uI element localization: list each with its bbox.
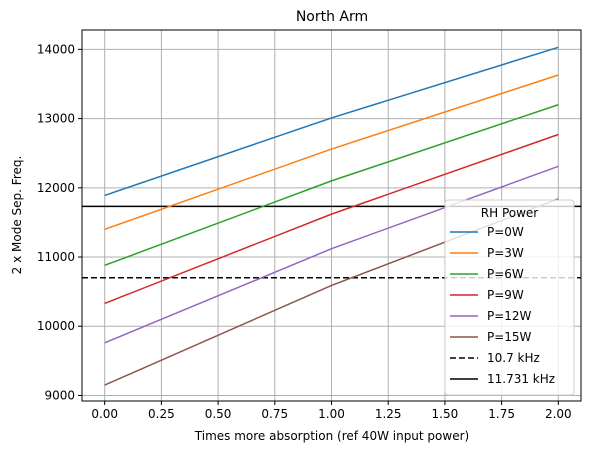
series-line: [104, 74, 559, 231]
legend: RH Power P=0W P=3W P=6W P=9W P=12W P=15W 10.7 k…: [444, 199, 575, 396]
y-axis-ticks: 9000 10000 11000 12000 13000 14000: [37, 42, 82, 402]
y-tick-label: 10000: [37, 319, 75, 333]
x-tick-label: 0.00: [91, 407, 118, 421]
x-tick-label: 1.25: [375, 407, 402, 421]
legend-label: P=3W: [487, 246, 524, 260]
x-tick-label: 0.25: [148, 407, 175, 421]
legend-label: 10.7 kHz: [487, 351, 540, 365]
legend-label: P=9W: [487, 288, 524, 302]
y-axis-label: 2 x Mode Sep. Freq.: [10, 156, 24, 275]
y-tick-label: 9000: [44, 388, 75, 402]
x-tick-label: 0.75: [261, 407, 288, 421]
x-tick-label: 2.00: [545, 407, 572, 421]
series-line: [104, 46, 559, 197]
series-line: [104, 104, 559, 267]
series-line: [104, 133, 559, 305]
series-line: [104, 165, 559, 344]
series-lines: [104, 46, 559, 386]
y-tick-label: 13000: [37, 112, 75, 126]
y-tick-label: 12000: [37, 181, 75, 195]
x-axis-ticks: 0.00 0.25 0.50 0.75 1.00 1.25 1.50 1.75 2.00: [91, 401, 572, 421]
x-axis-label: Times more absorption (ref 40W input pow…: [194, 429, 469, 443]
chart-title: North Arm: [296, 9, 368, 25]
legend-label: 11.731 kHz: [487, 372, 555, 386]
legend-title: RH Power: [481, 206, 539, 220]
x-tick-label: 1.00: [318, 407, 345, 421]
y-tick-label: 11000: [37, 250, 75, 264]
x-tick-label: 1.50: [432, 407, 459, 421]
y-tick-label: 14000: [37, 42, 75, 56]
x-tick-label: 0.50: [205, 407, 232, 421]
legend-label: P=6W: [487, 267, 524, 281]
x-tick-label: 1.75: [488, 407, 515, 421]
legend-box: [444, 199, 575, 396]
legend-label: P=0W: [487, 225, 524, 239]
legend-label: P=15W: [487, 330, 532, 344]
legend-label: P=12W: [487, 309, 532, 323]
